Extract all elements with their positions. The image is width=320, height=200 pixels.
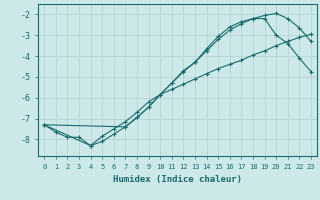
X-axis label: Humidex (Indice chaleur): Humidex (Indice chaleur) xyxy=(113,175,242,184)
